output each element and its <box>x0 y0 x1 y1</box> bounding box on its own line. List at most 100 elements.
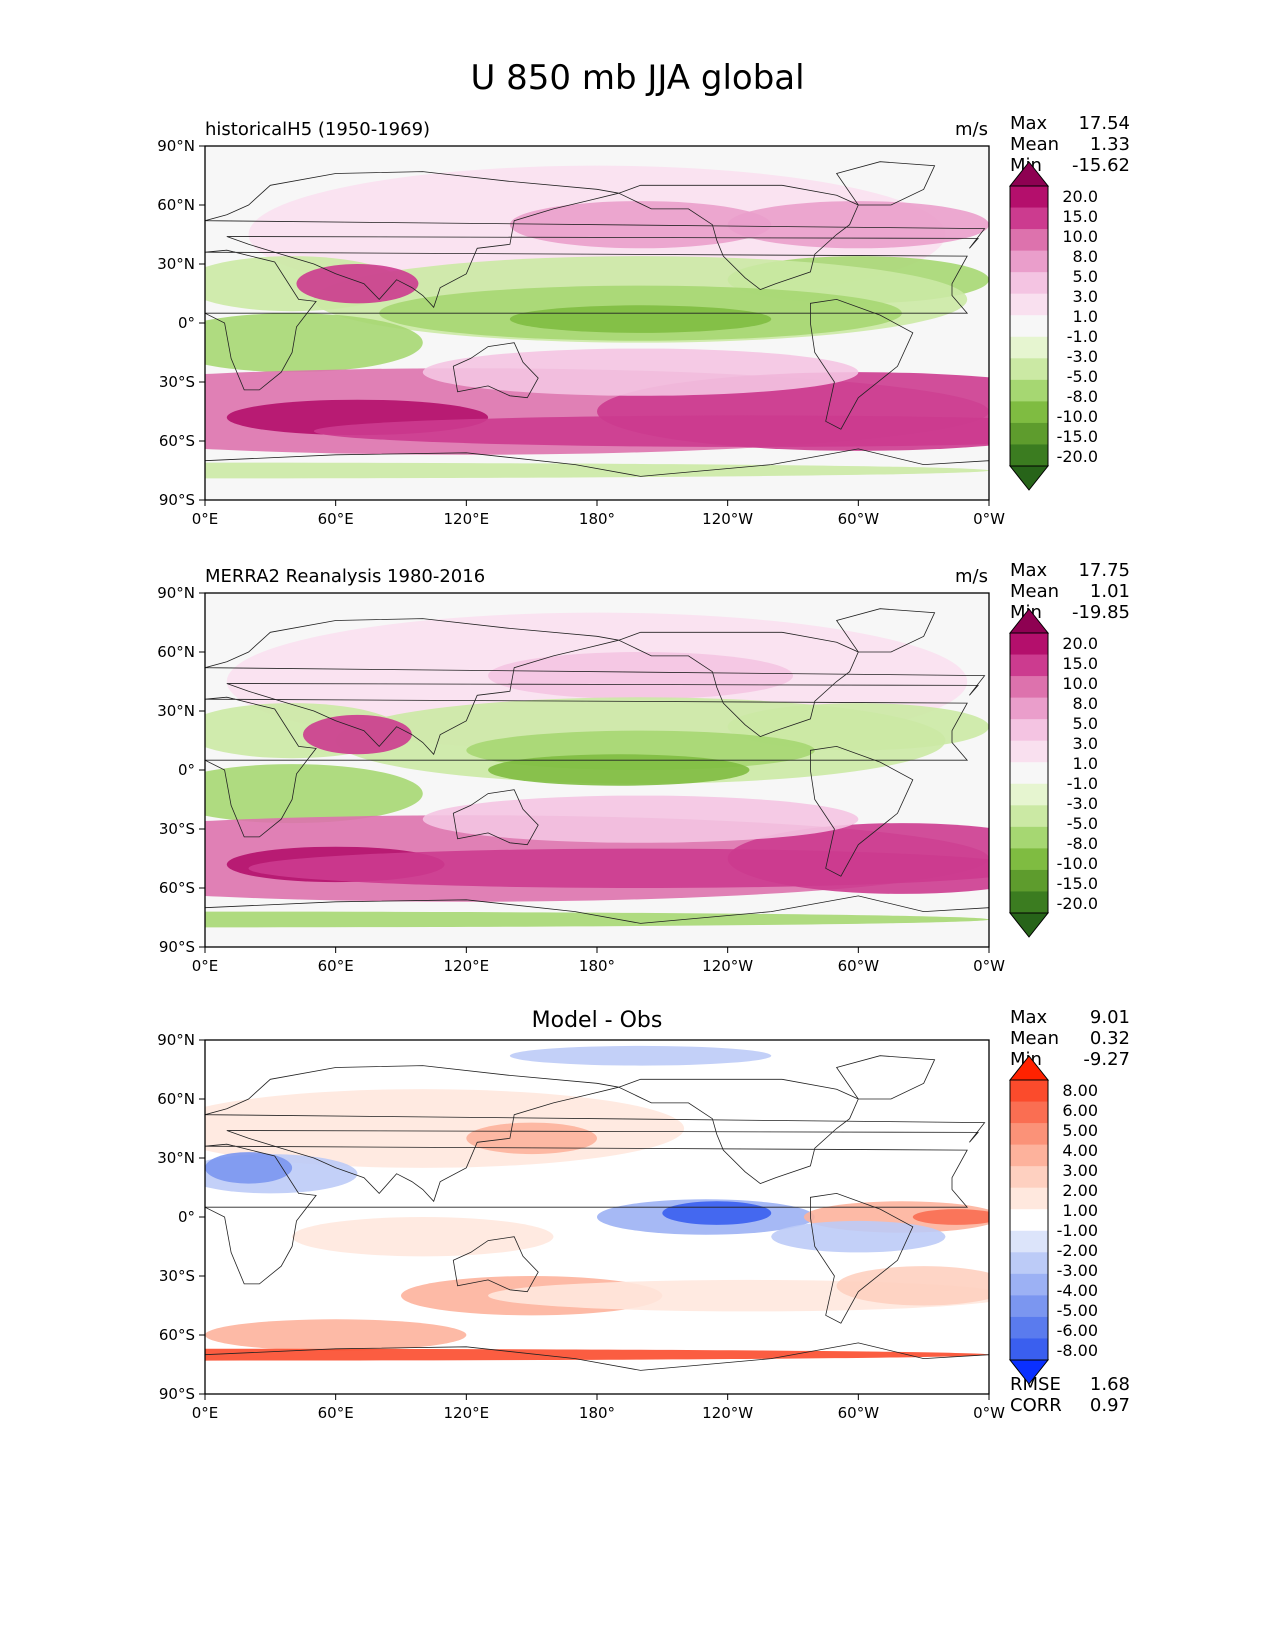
panel-3-coastline-0 <box>205 1065 986 1203</box>
panel-1-mean-value: 1.33 <box>1089 134 1130 155</box>
panel-3-ytick-label-1: 60°N <box>157 1090 195 1108</box>
panel-3-colorbar-swatch-10 <box>1010 1273 1048 1296</box>
panel-2-map: 0°E 60°E 120°E 180° 120°W 60°W 0°W 90°N 60°N 30°N… <box>157 584 1005 975</box>
panel-2-contour-14 <box>205 911 989 928</box>
panel-3-corr-label: CORR <box>1010 1395 1062 1416</box>
panel-3-colorbar-swatch-9 <box>1010 1252 1048 1275</box>
panel-3-colorbar-label-13: -8.00 <box>1057 1341 1098 1360</box>
panel-2-colorbar-swatch-5 <box>1010 719 1048 742</box>
panel-2-colorbar-label-1: 15.0 <box>1062 654 1098 673</box>
panel-2-colorbar-label-5: 3.0 <box>1073 734 1098 753</box>
panel-3-xtick-label-1: 60°E <box>318 1404 354 1422</box>
panel-1-ytick-label-2: 30°N <box>157 255 195 273</box>
panel-2-xtick-label-5: 60°W <box>838 957 880 975</box>
panel-3-colorbar-swatch-11 <box>1010 1295 1048 1318</box>
panel-1-ytick-label-5: 60°S <box>159 432 195 450</box>
panel-2-colorbar-swatch-11 <box>1010 848 1048 871</box>
panel-1-ytick-label-4: 30°S <box>159 373 195 391</box>
panel-1-min-value: -15.62 <box>1071 155 1130 176</box>
panel-2-title: MERRA2 Reanalysis 1980-2016 <box>205 566 486 587</box>
panel-1-colorbar-top-arrow <box>1008 161 1050 187</box>
panel-1-colorbar-label-6: 1.0 <box>1073 307 1098 326</box>
panel-3-colorbar-swatch-6 <box>1010 1187 1048 1210</box>
panel-2-contour-13 <box>422 795 859 843</box>
panel-1-coastline-6 <box>205 448 989 500</box>
panel-2-colorbar-frame <box>1009 632 1049 914</box>
panel-3-xtick-label-2: 120°E <box>444 1404 490 1422</box>
panel-1-units: m/s <box>955 119 988 140</box>
panel-1-ytick-label-3: 0° <box>178 314 195 332</box>
panel-1-colorbar-label-4: 5.0 <box>1073 267 1098 286</box>
panel-1-contour-1 <box>509 201 772 249</box>
panel-2-xtick-label-3: 180° <box>579 957 615 975</box>
panel-2-colorbar-swatch-2 <box>1010 654 1048 677</box>
panel-3-xtick-label-3: 180° <box>579 1404 615 1422</box>
panel-2-max-label: Max <box>1010 560 1048 581</box>
panel-1-colorbar-label-10: -8.0 <box>1067 387 1098 406</box>
panel-2-colorbar-top-arrow <box>1008 608 1050 634</box>
panel-3-coastline-6 <box>205 1342 989 1394</box>
panel-2-colorbar-swatch-9 <box>1010 805 1048 828</box>
panel-1-xtick-label-6: 0°W <box>973 510 1005 528</box>
panel-2-colorbar-label-3: 8.0 <box>1073 694 1098 713</box>
panel-3-ytick-label-2: 30°N <box>157 1149 195 1167</box>
panel-3-xtick-label-4: 120°W <box>702 1404 753 1422</box>
panel-2-xtick-label-4: 120°W <box>702 957 753 975</box>
panel-1-colorbar-label-5: 3.0 <box>1073 287 1098 306</box>
panel-2-coastline-5 <box>835 608 936 653</box>
panel-3-colorbar-label-0: 8.00 <box>1062 1081 1098 1100</box>
panel-1-colorbar-label-11: -10.0 <box>1057 407 1098 426</box>
panel-1-colorbar-label-13: -20.0 <box>1057 447 1098 466</box>
panel-1-contour-7 <box>509 305 772 333</box>
panel-1-xtick-label-4: 120°W <box>702 510 753 528</box>
panel-3-colorbar-label-2: 5.00 <box>1062 1121 1098 1140</box>
panel-3-contour-14 <box>771 1220 946 1253</box>
panel-3-contour-8 <box>912 1209 989 1225</box>
panel-3-colorbar: 8.006.005.004.003.002.001.00-1.00-2.00-3… <box>1008 1055 1098 1385</box>
panel-1-colorbar-label-1: 15.0 <box>1062 207 1098 226</box>
panel-2-colorbar-swatch-3 <box>1010 676 1048 699</box>
panel-2-colorbar-label-0: 20.0 <box>1062 634 1098 653</box>
panel-1-contour-13 <box>296 264 419 304</box>
panel-2-contour-1 <box>488 652 793 700</box>
panel-1-xtick-label-0: 0°E <box>192 510 219 528</box>
panel-3-rmse-value: 1.68 <box>1089 1374 1130 1395</box>
panel-3-colorbar-label-1: 6.00 <box>1062 1101 1098 1120</box>
panel-3-ytick-label-6: 90°S <box>159 1385 195 1403</box>
panel-3-field <box>205 1040 989 1394</box>
panel-3-colorbar-label-4: 3.00 <box>1062 1161 1098 1180</box>
panel-2-colorbar-label-13: -20.0 <box>1057 894 1098 913</box>
panel-2-coastline-2 <box>617 631 859 738</box>
panel-1-coastline-3 <box>810 298 914 430</box>
panel-1-map: 0°E 60°E 120°E 180° 120°W 60°W 0°W 90°N 60°N 30°N… <box>157 137 1005 528</box>
panel-1-xtick-label-5: 60°W <box>838 510 880 528</box>
panel-1-contour-15 <box>205 462 989 479</box>
panel-1-ytick-label-0: 90°N <box>157 137 195 155</box>
panel-3-coastline-1 <box>205 1143 969 1285</box>
panel-2-contour-11 <box>248 848 989 888</box>
panel-2-ytick-label-1: 60°N <box>157 643 195 661</box>
panel-2-coastline-0 <box>205 618 986 756</box>
panel-1-colorbar-label-7: -1.0 <box>1067 327 1098 346</box>
panel-3-ytick-label-0: 90°N <box>157 1031 195 1049</box>
panel-1-colorbar-swatch-10 <box>1010 379 1048 402</box>
panel-3-mean-label: Mean <box>1010 1028 1060 1049</box>
panel-3-coastline-5 <box>835 1055 936 1100</box>
panel-1-contour-8 <box>205 313 423 373</box>
panel-1-coastline-1 <box>205 249 969 391</box>
panel-3-colorbar-swatch-5 <box>1010 1166 1048 1189</box>
panel-1-colorbar-label-3: 8.0 <box>1073 247 1098 266</box>
panel-1-coastline-5 <box>835 161 936 206</box>
panel-3-contour-13 <box>292 1217 554 1257</box>
panel-3-contour-12 <box>836 1266 989 1306</box>
panel-3-colorbar-frame <box>1009 1079 1049 1361</box>
panel-3-colorbar-top-arrow <box>1008 1055 1050 1081</box>
panel-2-max-value: 17.75 <box>1078 560 1130 581</box>
panel-3-colorbar-swatch-1 <box>1010 1080 1048 1103</box>
panel-2-field <box>205 593 989 947</box>
panel-1-colorbar: 20.015.010.08.05.03.01.0-1.0-3.0-5.0-8.0… <box>1008 161 1098 491</box>
panel-1-colorbar-swatch-6 <box>1010 293 1048 316</box>
panel-1-coastline-0 <box>205 171 986 309</box>
panel-2-colorbar-swatch-8 <box>1010 783 1048 806</box>
